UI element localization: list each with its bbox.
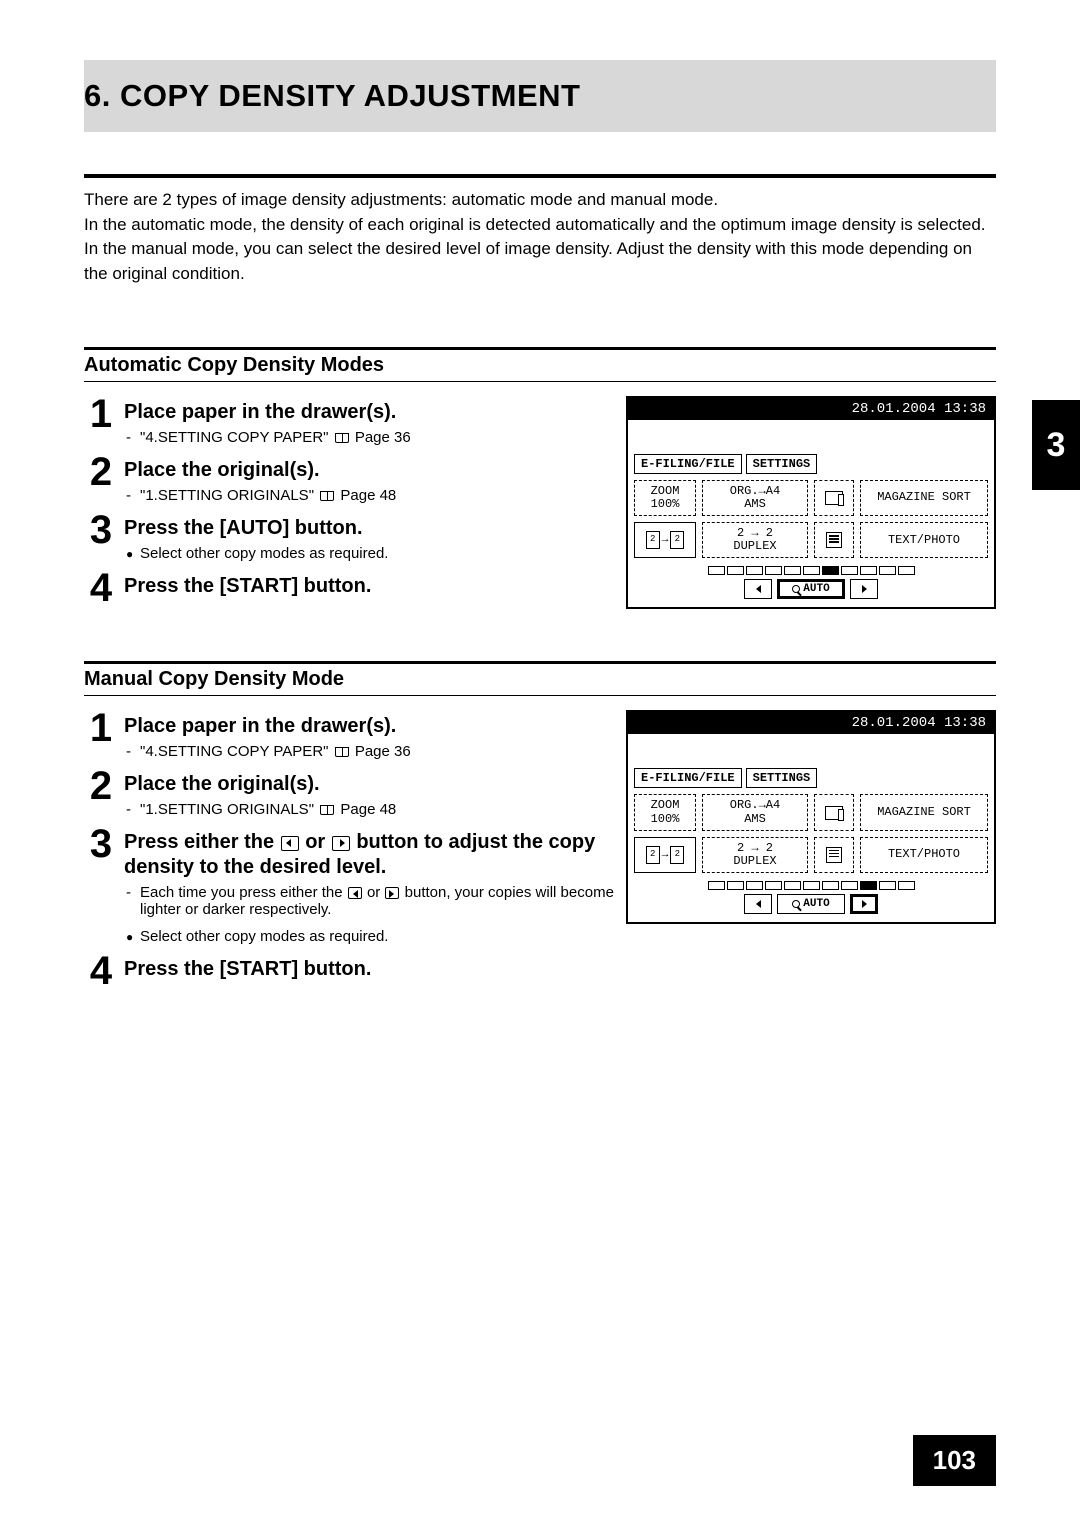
step-number: 2 — [84, 766, 118, 806]
sort-icon — [825, 491, 843, 505]
step-number: 2 — [84, 452, 118, 492]
density-lighter-button[interactable] — [744, 579, 772, 599]
auto-density-button[interactable]: AUTO — [777, 894, 845, 914]
step-title: Press the [START] button. — [124, 574, 616, 599]
step-number: 3 — [84, 510, 118, 550]
density-controls: AUTO — [628, 564, 994, 607]
step-detail: -Each time you press either the or butto… — [124, 884, 616, 918]
darker-button-icon — [332, 836, 350, 851]
sort-icon — [825, 806, 843, 820]
text-photo-cell[interactable]: TEXT/PHOTO — [860, 837, 988, 873]
step-number: 4 — [84, 951, 118, 991]
step: 1 Place paper in the drawer(s). -"4.SETT… — [84, 394, 616, 446]
automatic-section: Automatic Copy Density Modes 1 Place pap… — [84, 347, 996, 610]
step-title: Press the [AUTO] button. — [124, 516, 616, 541]
chevron-right-icon — [862, 585, 867, 593]
lighter-button-icon — [281, 836, 299, 851]
duplex-cell[interactable]: 2 → 2DUPLEX — [702, 522, 808, 558]
step-reference: -"4.SETTING COPY PAPER" Page 36 — [124, 429, 616, 446]
divider — [84, 661, 996, 664]
screen-datetime: 28.01.2004 13:38 — [628, 398, 994, 420]
duplex-cell[interactable]: 2 → 2DUPLEX — [702, 837, 808, 873]
zoom-cell[interactable]: ZOOM100% — [634, 794, 696, 830]
tab-settings[interactable]: SETTINGS — [746, 454, 818, 474]
title-bar: 6. COPY DENSITY ADJUSTMENT — [84, 60, 996, 132]
book-icon — [320, 805, 334, 815]
chevron-left-icon — [756, 585, 761, 593]
step: 3 Press the [AUTO] button. ●Select other… — [84, 510, 616, 562]
step-reference: -"1.SETTING ORIGINALS" Page 48 — [124, 487, 616, 504]
step: 4 Press the [START] button. — [84, 568, 616, 608]
step: 1 Place paper in the drawer(s). -"4.SETT… — [84, 708, 616, 760]
page-title: 6. COPY DENSITY ADJUSTMENT — [84, 78, 996, 114]
book-icon — [335, 433, 349, 443]
step-title: Place the original(s). — [124, 458, 616, 483]
text-icon — [826, 532, 842, 548]
step-bullet: ●Select other copy modes as required. — [124, 928, 616, 945]
darker-button-icon — [385, 887, 399, 899]
step-title: Place paper in the drawer(s). — [124, 714, 616, 739]
density-darker-button[interactable] — [850, 579, 878, 599]
step: 3 Press either the or button to adjust t… — [84, 824, 616, 945]
divider — [84, 347, 996, 350]
section-heading-auto: Automatic Copy Density Modes — [84, 354, 996, 382]
book-icon — [320, 491, 334, 501]
page-content: 6. COPY DENSITY ADJUSTMENT There are 2 t… — [0, 0, 1080, 991]
magazine-sort-cell[interactable]: MAGAZINE SORT — [860, 794, 988, 830]
density-lighter-button[interactable] — [744, 894, 772, 914]
lighter-button-icon — [348, 887, 362, 899]
step-reference: -"4.SETTING COPY PAPER" Page 36 — [124, 743, 616, 760]
step-title: Place the original(s). — [124, 772, 616, 797]
duplex-icon-cell[interactable]: 2→2 — [634, 837, 696, 873]
screen-datetime: 28.01.2004 13:38 — [628, 712, 994, 734]
density-bars-auto — [708, 566, 915, 575]
book-icon — [335, 747, 349, 757]
density-bars-manual — [708, 881, 915, 890]
text-photo-cell[interactable]: TEXT/PHOTO — [860, 522, 988, 558]
sort-icon-cell[interactable] — [814, 794, 854, 830]
step: 2 Place the original(s). -"1.SETTING ORI… — [84, 452, 616, 504]
step-title: Place paper in the drawer(s). — [124, 400, 616, 425]
text-icon — [826, 847, 842, 863]
copier-screen-manual: 28.01.2004 13:38 E-FILING/FILE SETTINGS … — [626, 710, 996, 924]
magazine-sort-cell[interactable]: MAGAZINE SORT — [860, 480, 988, 516]
chevron-left-icon — [756, 900, 761, 908]
step-bullet: ●Select other copy modes as required. — [124, 545, 616, 562]
tab-settings[interactable]: SETTINGS — [746, 768, 818, 788]
step-title: Press the [START] button. — [124, 957, 616, 982]
text-icon-cell[interactable] — [814, 522, 854, 558]
step-number: 1 — [84, 708, 118, 748]
copier-screen-auto: 28.01.2004 13:38 E-FILING/FILE SETTINGS … — [626, 396, 996, 610]
page-number: 103 — [913, 1435, 996, 1486]
step-title: Press either the or button to adjust the… — [124, 830, 616, 880]
magnifier-icon — [792, 585, 800, 593]
density-controls: AUTO — [628, 879, 994, 922]
tab-efiling[interactable]: E-FILING/FILE — [634, 768, 742, 788]
org-cell[interactable]: ORG.→A4AMS — [702, 480, 808, 516]
step: 2 Place the original(s). -"1.SETTING ORI… — [84, 766, 616, 818]
density-darker-button[interactable] — [850, 894, 878, 914]
divider — [84, 174, 996, 178]
step-reference: -"1.SETTING ORIGINALS" Page 48 — [124, 801, 616, 818]
step-number: 4 — [84, 568, 118, 608]
magnifier-icon — [792, 900, 800, 908]
duplex-icon-cell[interactable]: 2→2 — [634, 522, 696, 558]
chevron-right-icon — [862, 900, 867, 908]
manual-section: Manual Copy Density Mode 1 Place paper i… — [84, 661, 996, 991]
sort-icon-cell[interactable] — [814, 480, 854, 516]
text-icon-cell[interactable] — [814, 837, 854, 873]
section-heading-manual: Manual Copy Density Mode — [84, 668, 996, 696]
step-number: 1 — [84, 394, 118, 434]
chapter-tab: 3 — [1032, 400, 1080, 490]
step-number: 3 — [84, 824, 118, 864]
zoom-cell[interactable]: ZOOM100% — [634, 480, 696, 516]
auto-density-button[interactable]: AUTO — [777, 579, 845, 599]
step: 4 Press the [START] button. — [84, 951, 616, 991]
intro-text: There are 2 types of image density adjus… — [84, 188, 996, 287]
tab-efiling[interactable]: E-FILING/FILE — [634, 454, 742, 474]
org-cell[interactable]: ORG.→A4AMS — [702, 794, 808, 830]
